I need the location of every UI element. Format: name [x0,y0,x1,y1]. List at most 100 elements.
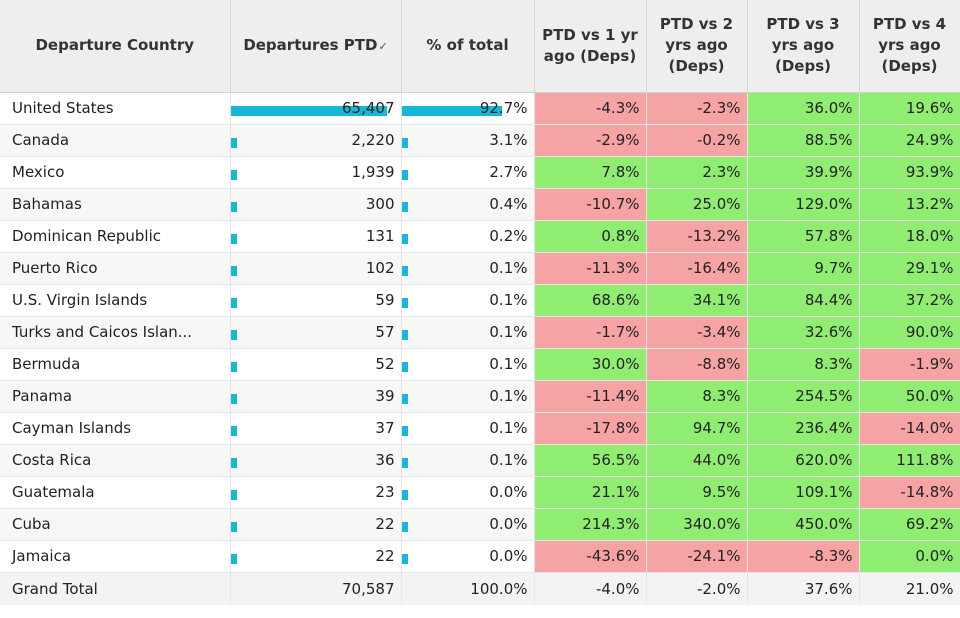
pct-total-bar [401,265,408,276]
departures-bar [230,265,237,276]
pct-total-cell: 0.1% [401,316,535,349]
vs2-cell: 34.1% [646,284,748,317]
departures-value: 300 [365,195,395,213]
departures-cell: 59 [230,284,402,317]
total-vs1: -4.0% [534,572,647,605]
table-row[interactable]: Panama 39 0.1% -11.4% 8.3% 254.5% 50.0% [0,380,960,413]
total-pct: 100.0% [401,572,535,605]
country-cell: Cayman Islands [0,412,231,445]
pct-total-value: 0.2% [489,227,528,245]
pct-total-bar [401,425,408,436]
vs2-cell: -3.4% [646,316,748,349]
vs1-cell: 30.0% [534,348,647,381]
table-row[interactable]: United States 65,407 92.7% -4.3% -2.3% 36.0% 1… [0,92,960,125]
departures-value: 52 [375,355,395,373]
table-row[interactable]: Bahamas 300 0.4% -10.7% 25.0% 129.0% 13.2% [0,188,960,221]
table-row[interactable]: Puerto Rico 102 0.1% -11.3% -16.4% 9.7% 29.1% [0,252,960,285]
country-cell: Puerto Rico [0,252,231,285]
departures-cell: 23 [230,476,402,509]
col-header-vs1[interactable]: PTD vs 1 yr ago (Deps) [534,0,647,93]
pct-total-value: 2.7% [489,163,528,181]
pct-total-bar [401,329,408,340]
vs2-cell: -0.2% [646,124,748,157]
vs4-cell: 0.0% [859,540,960,573]
departures-cell: 1,939 [230,156,402,189]
table-row[interactable]: Cayman Islands 37 0.1% -17.8% 94.7% 236.4% -14… [0,412,960,445]
vs4-cell: 18.0% [859,220,960,253]
pct-total-bar [401,233,408,244]
departures-cell: 57 [230,316,402,349]
total-vs4: 21.0% [859,572,960,605]
country-cell: Dominican Republic [0,220,231,253]
pct-total-bar [401,297,408,308]
vs1-cell: -4.3% [534,92,647,125]
col-header-country[interactable]: Departure Country [0,0,231,93]
total-label: Grand Total [0,572,231,605]
col-header-departures[interactable]: Departures PTD✓ [230,0,402,93]
pct-total-value: 0.0% [489,547,528,565]
departures-bar [230,393,237,404]
departures-value: 23 [375,483,395,501]
total-vs2: -2.0% [646,572,748,605]
col-header-vs3[interactable]: PTD vs 3 yrs ago (Deps) [747,0,860,93]
pct-total-value: 3.1% [489,131,528,149]
vs3-cell: 57.8% [747,220,860,253]
country-cell: Canada [0,124,231,157]
table-row[interactable]: Guatemala 23 0.0% 21.1% 9.5% 109.1% -14.8% [0,476,960,509]
pct-total-value: 0.1% [489,323,528,341]
vs1-cell: -11.3% [534,252,647,285]
vs4-cell: 50.0% [859,380,960,413]
departures-cell: 102 [230,252,402,285]
country-cell: Turks and Caicos Islan... [0,316,231,349]
departures-value: 102 [365,259,395,277]
departures-cell: 131 [230,220,402,253]
departures-cell: 22 [230,540,402,573]
departures-value: 39 [375,387,395,405]
departures-bar [230,361,237,372]
table-row[interactable]: Bermuda 52 0.1% 30.0% -8.8% 8.3% -1.9% [0,348,960,381]
vs1-cell: -2.9% [534,124,647,157]
pct-total-bar [401,457,408,468]
pct-total-value: 0.1% [489,451,528,469]
departures-bar [230,329,237,340]
total-departures: 70,587 [230,572,402,605]
vs1-cell: 21.1% [534,476,647,509]
vs2-cell: -16.4% [646,252,748,285]
vs3-cell: 9.7% [747,252,860,285]
pct-total-cell: 0.1% [401,284,535,317]
pct-total-cell: 0.1% [401,380,535,413]
sort-desc-icon[interactable]: ✓ [378,39,388,53]
departures-cell: 22 [230,508,402,541]
departures-bar [230,489,237,500]
vs3-cell: 236.4% [747,412,860,445]
vs4-cell: -14.8% [859,476,960,509]
departures-value: 1,939 [351,163,395,181]
table-row[interactable]: Dominican Republic 131 0.2% 0.8% -13.2% 57.8%… [0,220,960,253]
vs2-cell: 9.5% [646,476,748,509]
vs2-cell: 44.0% [646,444,748,477]
table-row[interactable]: Canada 2,220 3.1% -2.9% -0.2% 88.5% 24.9% [0,124,960,157]
col-header-pct-total[interactable]: % of total [401,0,535,93]
table-row[interactable]: Mexico 1,939 2.7% 7.8% 2.3% 39.9% 93.9% [0,156,960,189]
vs4-cell: 29.1% [859,252,960,285]
table-row[interactable]: Jamaica 22 0.0% -43.6% -24.1% -8.3% 0.0% [0,540,960,573]
pct-total-cell: 0.0% [401,540,535,573]
country-cell: Bermuda [0,348,231,381]
vs2-cell: -8.8% [646,348,748,381]
pct-total-bar [401,489,408,500]
departures-bar [230,105,387,116]
pct-total-cell: 0.0% [401,508,535,541]
pct-total-value: 0.1% [489,419,528,437]
table-row[interactable]: Cuba 22 0.0% 214.3% 340.0% 450.0% 69.2% [0,508,960,541]
vs1-cell: -43.6% [534,540,647,573]
pct-total-cell: 0.2% [401,220,535,253]
vs4-cell: 13.2% [859,188,960,221]
departures-value: 2,220 [351,131,395,149]
vs1-cell: 56.5% [534,444,647,477]
col-header-vs4[interactable]: PTD vs 4 yrs ago (Deps) [859,0,960,93]
table-row[interactable]: Costa Rica 36 0.1% 56.5% 44.0% 620.0% 111.8% [0,444,960,477]
col-header-vs2[interactable]: PTD vs 2 yrs ago (Deps) [646,0,748,93]
table-row[interactable]: Turks and Caicos Islan... 57 0.1% -1.7% -3.4… [0,316,960,349]
departures-bar [230,169,237,180]
table-row[interactable]: U.S. Virgin Islands 59 0.1% 68.6% 34.1% 84.4%… [0,284,960,317]
